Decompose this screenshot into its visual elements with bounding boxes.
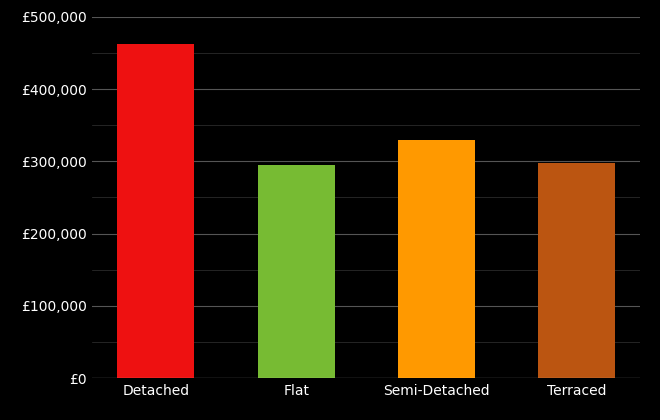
Bar	[398, 139, 475, 378]
Bar	[117, 44, 195, 378]
Bar	[538, 163, 615, 378]
Bar	[257, 165, 335, 378]
